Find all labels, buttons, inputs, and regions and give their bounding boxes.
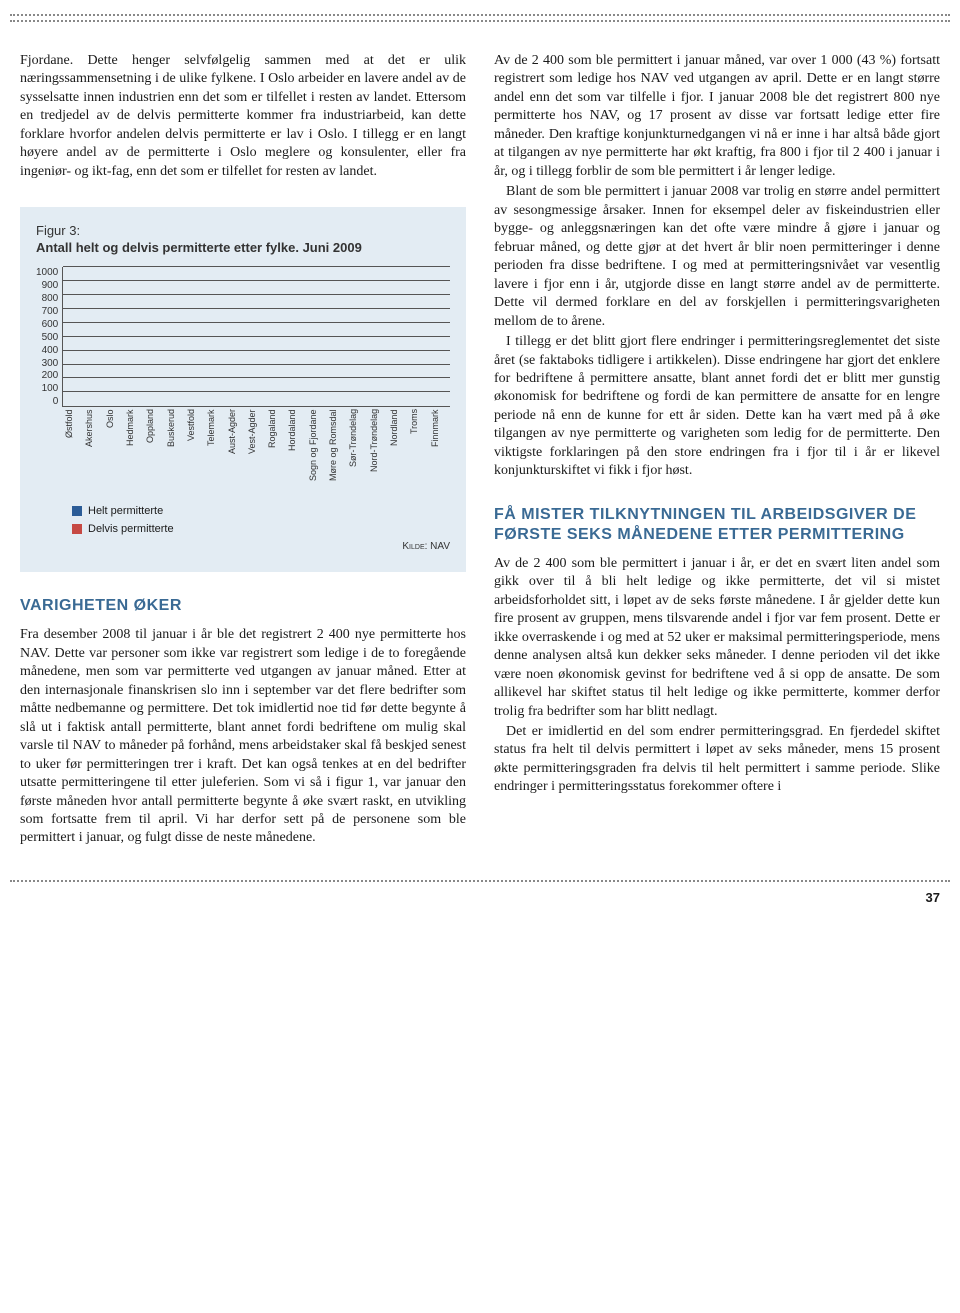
y-tick: 800 (42, 293, 59, 304)
gridlines (63, 267, 450, 406)
x-label: Telemark (206, 409, 226, 495)
y-tick: 200 (42, 370, 59, 381)
x-label: Rogaland (267, 409, 287, 495)
x-label: Oppland (145, 409, 165, 495)
left-para-1-block: Fjordane. Dette henger selvfølgelig samm… (20, 52, 466, 181)
figure-label: Figur 3: (36, 223, 450, 238)
heading-fa-mister: FÅ MISTER TILKNYTNINGEN TIL ARBEIDSGIVER… (494, 505, 940, 545)
right-text-block-2: Av de 2 400 som ble permittert i januar … (494, 555, 940, 797)
legend-label-delvis: Delvis permitterte (88, 523, 174, 535)
figure-title: Antall helt og delvis permitterte etter … (36, 240, 450, 255)
x-axis: ØstfoldAkershusOsloHedmarkOpplandBuskeru… (36, 409, 450, 495)
right-para-2: Blant de som ble permittert i januar 200… (494, 183, 940, 331)
left-para-2: Fra desember 2008 til januar i år ble de… (20, 626, 466, 848)
legend-label-helt: Helt permitterte (88, 505, 163, 517)
x-label: Hordaland (287, 409, 307, 495)
plot-area (62, 267, 450, 407)
top-rule-2 (10, 20, 950, 22)
right-column: Av de 2 400 som ble permittert i januar … (494, 52, 940, 850)
right-para-3: I tillegg er det blitt gjort flere endri… (494, 333, 940, 481)
x-label: Akershus (84, 409, 104, 495)
x-label: Aust-Agder (227, 409, 247, 495)
right-para-1: Av de 2 400 som ble permittert i januar … (494, 52, 940, 181)
legend-item-helt: Helt permitterte (72, 505, 450, 517)
right-text-block-1: Av de 2 400 som ble permittert i januar … (494, 52, 940, 481)
x-label: Oslo (105, 409, 125, 495)
right-para-4: Av de 2 400 som ble permittert i januar … (494, 555, 940, 721)
x-label: Vestfold (186, 409, 206, 495)
legend-swatch-delvis (72, 524, 82, 534)
x-label: Hedmark (125, 409, 145, 495)
page-content: Fjordane. Dette henger selvfølgelig samm… (10, 52, 950, 850)
x-label: Møre og Romsdal (328, 409, 348, 495)
left-para-2-block: Fra desember 2008 til januar i år ble de… (20, 626, 466, 848)
y-tick: 400 (42, 345, 59, 356)
x-label: Nord-Trøndelag (369, 409, 389, 495)
left-column: Fjordane. Dette henger selvfølgelig samm… (20, 52, 466, 850)
top-rule-1 (10, 14, 950, 16)
heading-varigheten: VARIGHETEN ØKER (20, 596, 466, 616)
x-label: Vest-Agder (247, 409, 267, 495)
x-label: Østfold (64, 409, 84, 495)
right-para-5: Det er imidlertid en del som endrer perm… (494, 723, 940, 797)
bar-chart: 10009008007006005004003002001000 Østfold… (36, 267, 450, 495)
x-label: Troms (409, 409, 429, 495)
source-value: NAV (430, 541, 450, 552)
legend-swatch-helt (72, 506, 82, 516)
y-tick: 1000 (36, 267, 58, 278)
source-label: Kilde: (402, 541, 427, 552)
left-para-1: Fjordane. Dette henger selvfølgelig samm… (20, 52, 466, 181)
x-label: Buskerud (166, 409, 186, 495)
y-tick: 0 (53, 396, 59, 407)
y-axis: 10009008007006005004003002001000 (36, 267, 62, 407)
figure-3: Figur 3: Antall helt og delvis permitter… (20, 207, 466, 572)
y-tick: 100 (42, 383, 59, 394)
y-tick: 600 (42, 319, 59, 330)
y-tick: 300 (42, 358, 59, 369)
bottom-rule (10, 880, 950, 882)
y-tick: 900 (42, 280, 59, 291)
x-label: Finnmark (430, 409, 450, 495)
y-tick: 500 (42, 332, 59, 343)
y-tick: 700 (42, 306, 59, 317)
figure-source: Kilde: NAV (36, 541, 450, 552)
legend-item-delvis: Delvis permitterte (72, 523, 450, 535)
legend: Helt permitterte Delvis permitterte (36, 505, 450, 535)
x-label: Nordland (389, 409, 409, 495)
x-label: Sør-Trøndelag (348, 409, 368, 495)
x-label: Sogn og Fjordane (308, 409, 328, 495)
page-number: 37 (10, 890, 950, 905)
